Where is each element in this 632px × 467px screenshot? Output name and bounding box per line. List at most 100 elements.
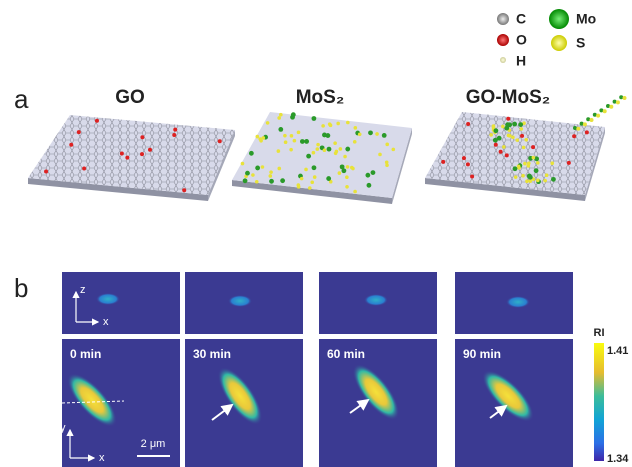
mos2-atom	[524, 137, 529, 142]
arrow	[349, 398, 370, 414]
mos2-atom	[248, 150, 254, 156]
mos2-atom	[326, 146, 332, 152]
mos2-atom	[277, 166, 282, 171]
mos2-atom	[240, 161, 245, 166]
mos2-atom	[307, 186, 312, 190]
mos2-atom	[612, 99, 617, 104]
mos2-atom	[518, 122, 524, 127]
mos2-atom	[269, 178, 274, 184]
mos2-atom	[321, 124, 325, 128]
arrow	[211, 403, 234, 421]
mos2-atom	[326, 176, 332, 181]
mos2-atom	[349, 165, 354, 170]
oxygen-group	[82, 166, 87, 171]
mos2-atom	[283, 140, 288, 145]
mos2-atom	[279, 112, 283, 117]
mos2-atom	[502, 145, 506, 149]
mos2-atom	[278, 126, 284, 132]
mos2-atom	[378, 152, 382, 157]
time-label: 90 min	[463, 347, 501, 361]
mos2-atom	[277, 116, 281, 120]
oxygen-group	[506, 116, 511, 121]
colorbar-title: RI	[594, 327, 605, 339]
cell-blob	[228, 295, 252, 307]
axes-indicator	[72, 290, 100, 326]
mos2-atom	[357, 132, 362, 137]
mos2-atom	[609, 104, 614, 109]
mos2-atom	[315, 147, 320, 151]
mos2-atom	[381, 132, 387, 138]
mos2-atom	[333, 151, 338, 156]
oxygen-group	[76, 130, 81, 135]
graphene-lattice	[28, 115, 235, 195]
atom-h	[500, 57, 506, 63]
panel-label: a	[14, 84, 29, 114]
mos2-atom	[255, 165, 261, 171]
oxygen-group	[520, 133, 525, 138]
mos2-atom	[345, 175, 349, 180]
oxygen-group	[465, 162, 470, 167]
atom-o	[497, 34, 509, 46]
mos2-atom	[296, 130, 301, 135]
mos2-atom	[336, 121, 340, 126]
mos2-atom	[254, 179, 259, 184]
mos2-atom	[341, 168, 347, 174]
mos2-atom	[261, 136, 266, 140]
mos2-atom	[534, 156, 540, 162]
mos2-atom	[276, 149, 281, 153]
mos2-atom	[255, 134, 260, 139]
mos2-atom	[265, 121, 270, 125]
mos2-atom	[492, 137, 498, 143]
sheet-edge	[425, 178, 585, 201]
oxygen-group	[182, 188, 187, 193]
mos2-atom	[366, 182, 372, 188]
mos2-atom	[258, 137, 263, 141]
mos2-atom	[504, 125, 510, 131]
axis-label: x	[103, 316, 109, 328]
mos2-atom	[550, 161, 555, 166]
mos2-atom	[338, 147, 343, 151]
mos2-atom	[352, 140, 357, 144]
atom-c	[497, 13, 509, 25]
image-tile	[62, 272, 180, 334]
cell-blob	[352, 364, 400, 420]
mos2-atom	[592, 112, 597, 117]
mos2-atom	[506, 133, 511, 138]
mos2-atom	[311, 116, 317, 121]
graphene-lattice	[425, 112, 605, 195]
mos2-atom	[251, 173, 255, 177]
mos2-atom	[507, 122, 513, 128]
mos2-atom	[522, 121, 526, 126]
mos2-atom	[519, 127, 524, 131]
oxygen-group	[441, 159, 446, 164]
mos2-atom	[283, 133, 287, 138]
oxygen-group	[173, 127, 178, 132]
legend-label: C	[516, 11, 526, 27]
cell-blob	[482, 370, 534, 422]
mos2-atom	[310, 180, 315, 185]
mos2-atom	[512, 121, 518, 127]
axes-indicator	[66, 428, 96, 462]
mos2-atom	[375, 132, 379, 136]
mos2-atom	[304, 167, 308, 172]
sheet-edge	[585, 127, 605, 201]
mos2-atom	[385, 163, 389, 168]
oxygen-group	[217, 139, 222, 144]
mos2-atom	[269, 170, 273, 174]
oxygen-group	[172, 133, 177, 138]
sheets	[28, 95, 627, 204]
mos2-atom	[525, 179, 529, 184]
mos2-atom	[343, 154, 347, 159]
mos2-atom	[501, 124, 505, 129]
mos2-atom	[579, 121, 584, 126]
mos2-atom	[312, 175, 317, 179]
cell-blob	[364, 294, 388, 306]
axis-label: z	[80, 284, 86, 296]
panel-title: GO-MoS₂	[466, 87, 550, 108]
mos2-atom	[328, 179, 333, 184]
mos2-atom	[513, 175, 518, 179]
mos2-atom	[589, 118, 594, 122]
mos2-atom	[391, 147, 396, 152]
oxygen-group	[572, 134, 577, 139]
